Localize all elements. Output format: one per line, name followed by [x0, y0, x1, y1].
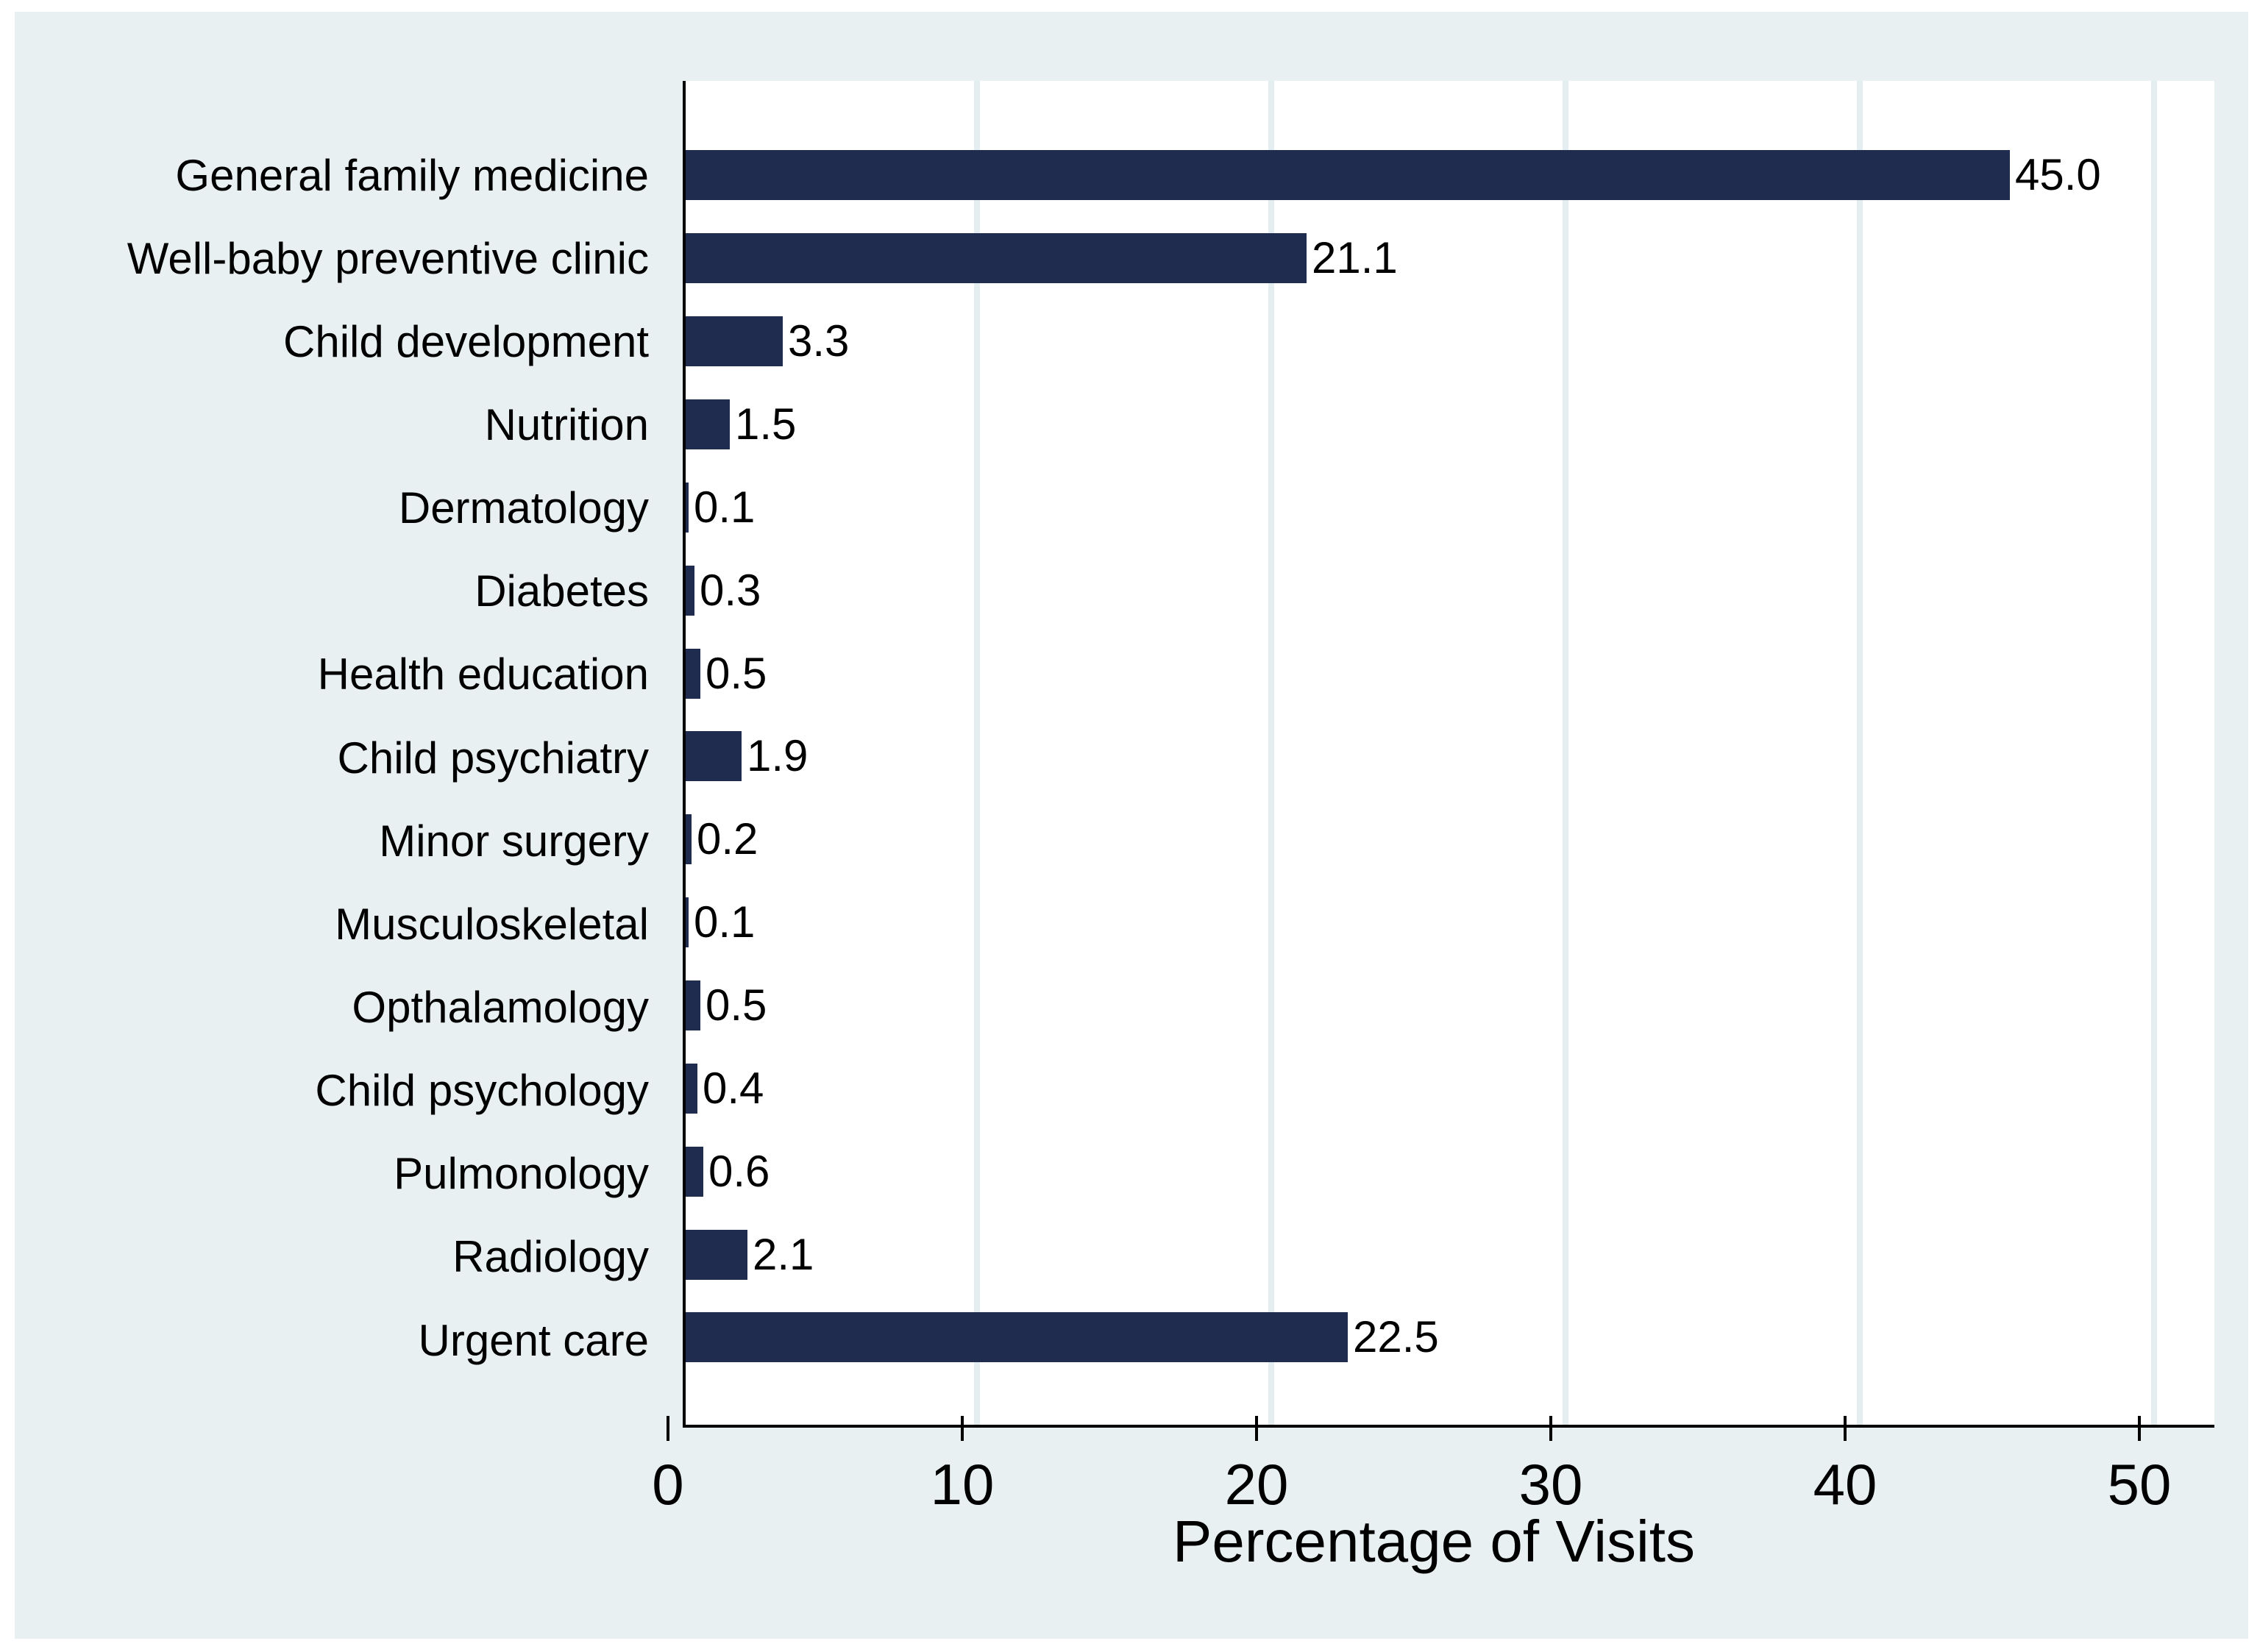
category-row: Minor surgery	[15, 800, 665, 883]
category-label: General family medicine	[175, 150, 649, 200]
bar-row: 45.0	[686, 134, 2214, 217]
value-label: 1.9	[747, 731, 809, 781]
category-label: Dermatology	[398, 483, 649, 533]
bar-row: 0.6	[686, 1130, 2214, 1213]
x-tick-label-20: 20	[1224, 1452, 1289, 1517]
bar	[686, 1312, 1348, 1363]
value-label: 22.5	[1353, 1312, 1439, 1362]
value-label: 0.2	[697, 814, 758, 864]
gridline-50	[2151, 81, 2157, 1425]
category-row: Child development	[15, 300, 665, 383]
x-tick-30	[1549, 1416, 1552, 1441]
category-row: Nutrition	[15, 383, 665, 466]
category-label: Well-baby preventive clinic	[127, 233, 649, 283]
bar-row: 22.5	[686, 1296, 2214, 1379]
category-label: Child psychiatry	[337, 733, 650, 783]
category-label: Child psychology	[315, 1066, 649, 1116]
category-label: Minor surgery	[379, 816, 649, 866]
bar	[686, 565, 694, 616]
category-label: Nutrition	[484, 399, 649, 449]
category-row: Urgent care	[15, 1299, 665, 1382]
bar-row: 0.1	[686, 881, 2214, 964]
value-label: 45.0	[2015, 150, 2101, 200]
value-label: 0.5	[706, 980, 767, 1030]
bar-row: 2.1	[686, 1213, 2214, 1296]
category-label: Musculoskeletal	[335, 899, 649, 949]
category-label: Child development	[283, 316, 649, 366]
value-label: 0.6	[708, 1146, 770, 1196]
category-row: Diabetes	[15, 550, 665, 633]
x-tick-10	[961, 1416, 964, 1441]
bar-row: 0.1	[686, 466, 2214, 549]
bar	[686, 648, 700, 699]
category-row: General family medicine	[15, 134, 665, 217]
bar-row: 0.2	[686, 798, 2214, 881]
bar	[686, 1229, 747, 1280]
category-row: Health education	[15, 633, 665, 716]
bar	[686, 482, 689, 533]
category-label: Health education	[317, 649, 649, 699]
bar-row: 21.1	[686, 217, 2214, 300]
bar-row: 0.5	[686, 964, 2214, 1047]
x-tick-label-30: 30	[1518, 1452, 1583, 1517]
category-label: Pulmonology	[394, 1149, 649, 1199]
gridline-10	[974, 81, 980, 1425]
category-row: Dermatology	[15, 467, 665, 550]
bar-row: 1.5	[686, 383, 2214, 466]
x-tick-label-40: 40	[1813, 1452, 1877, 1517]
bar-row: 0.4	[686, 1047, 2214, 1130]
value-label: 3.3	[788, 316, 850, 366]
value-label: 0.1	[694, 897, 756, 947]
x-tick-0	[667, 1416, 669, 1441]
category-row: Pulmonology	[15, 1133, 665, 1216]
gridline-30	[1563, 81, 1568, 1425]
graph-region: 45.0 21.1 3.3 1.5 0.1 0.3 0.5 1.9 0.2 0.1 0.5 0.4 0.…	[15, 12, 2248, 1639]
bar	[686, 399, 730, 449]
category-row: Opthalamology	[15, 966, 665, 1049]
bar	[686, 150, 2010, 201]
value-label: 0.3	[700, 565, 761, 615]
value-label: 1.5	[735, 399, 797, 449]
gridline-20	[1268, 81, 1274, 1425]
bar-row: 3.3	[686, 300, 2214, 383]
category-row: Child psychology	[15, 1050, 665, 1133]
y-axis-category-labels: General family medicine Well-baby prevent…	[15, 81, 665, 1428]
category-label: Urgent care	[418, 1315, 649, 1365]
category-row: Child psychiatry	[15, 716, 665, 800]
x-tick-50	[2138, 1416, 2141, 1441]
bar	[686, 814, 692, 865]
x-tick-40	[1844, 1416, 1847, 1441]
bars-group: 45.0 21.1 3.3 1.5 0.1 0.3 0.5 1.9 0.2 0.1 0.5 0.4 0.…	[686, 81, 2214, 1425]
bar	[686, 980, 700, 1031]
category-row: Well-baby preventive clinic	[15, 217, 665, 300]
x-tick-label-50: 50	[2107, 1452, 2172, 1517]
bar	[686, 316, 783, 367]
category-label: Opthalamology	[352, 982, 649, 1032]
value-label: 21.1	[1312, 233, 1398, 283]
bar	[686, 233, 1307, 284]
x-axis-title: Percentage of Visits	[1172, 1509, 1696, 1574]
bar-row: 1.9	[686, 715, 2214, 798]
category-label: Diabetes	[475, 566, 649, 616]
category-label: Radiology	[452, 1232, 649, 1282]
x-tick-label-0: 0	[652, 1452, 684, 1517]
bar-row: 0.5	[686, 632, 2214, 715]
bar	[686, 897, 689, 948]
value-label: 2.1	[753, 1229, 814, 1279]
value-label: 0.4	[703, 1063, 764, 1113]
plot-area: 45.0 21.1 3.3 1.5 0.1 0.3 0.5 1.9 0.2 0.1 0.5 0.4 0.…	[683, 81, 2214, 1428]
category-row: Radiology	[15, 1216, 665, 1299]
x-tick-20	[1255, 1416, 1258, 1441]
bar	[686, 731, 742, 782]
value-label: 0.5	[706, 648, 767, 698]
value-label: 0.1	[694, 482, 756, 532]
bar-row: 0.3	[686, 549, 2214, 632]
bar	[686, 1063, 697, 1114]
bar	[686, 1146, 703, 1197]
category-row: Musculoskeletal	[15, 883, 665, 966]
gridline-40	[1857, 81, 1863, 1425]
x-tick-label-10: 10	[930, 1452, 995, 1517]
